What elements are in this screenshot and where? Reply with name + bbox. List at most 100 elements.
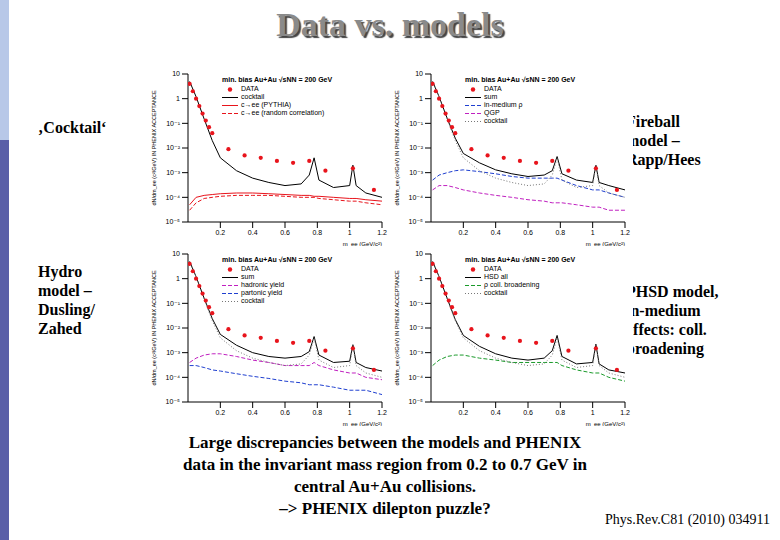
svg-text:dN/dm_ee (c²/GeV) IN PHENIX AC: dN/dm_ee (c²/GeV) IN PHENIX ACCEPTANCE: [394, 270, 400, 385]
html-text:Phys.Rev.C81 (2010) 034911: Phys.Rev.C81 (2010) 034911: [605, 512, 770, 527]
svg-text:10⁻³: 10⁻³: [166, 349, 180, 356]
html-text:effects: coll.: effects: coll.: [626, 321, 707, 338]
svg-text:1: 1: [176, 95, 180, 102]
svg-text:1: 1: [419, 95, 423, 102]
svg-text:1.2: 1.2: [377, 229, 387, 236]
html-text:DATA: DATA: [484, 265, 502, 272]
html-text:cocktail: cocktail: [241, 297, 265, 304]
svg-text:1: 1: [419, 275, 423, 282]
html-text:Data vs. models: Data vs. models: [276, 6, 504, 43]
html-text:PHSD model,: PHSD model,: [626, 283, 719, 300]
svg-text:0.4: 0.4: [491, 409, 501, 416]
svg-text:10⁻⁵: 10⁻⁵: [409, 218, 423, 225]
html-text:Zahed: Zahed: [38, 320, 82, 337]
svg-text:10⁻⁵: 10⁻⁵: [409, 398, 423, 405]
html-text:c→ee (PYTHIA): c→ee (PYTHIA): [241, 101, 292, 108]
svg-text:10⁻¹: 10⁻¹: [166, 300, 180, 307]
html-text:–> PHENIX dilepton puzzle?: –> PHENIX dilepton puzzle?: [279, 499, 491, 518]
html-text:broadening: broadening: [626, 340, 704, 357]
svg-text:m_ee (GeV/c²): m_ee (GeV/c²): [586, 241, 625, 246]
svg-text:0.6: 0.6: [523, 229, 533, 236]
svg-text:10⁻²: 10⁻²: [409, 324, 423, 331]
svg-text:10: 10: [172, 250, 180, 257]
svg-text:1.2: 1.2: [620, 409, 630, 416]
svg-text:1.2: 1.2: [620, 229, 630, 236]
svg-text:dN/dm_ee (c²/GeV) IN PHENIX AC: dN/dm_ee (c²/GeV) IN PHENIX ACCEPTANCE: [394, 90, 400, 205]
svg-text:1: 1: [591, 229, 595, 236]
svg-text:0.2: 0.2: [458, 229, 468, 236]
html-text:cocktail: cocktail: [241, 93, 265, 100]
svg-text:0.8: 0.8: [555, 409, 565, 416]
svg-text:10⁻²: 10⁻²: [409, 144, 423, 151]
html-text:cocktail: cocktail: [484, 117, 508, 124]
svg-text:1: 1: [348, 409, 352, 416]
svg-text:m_ee (GeV/c²): m_ee (GeV/c²): [343, 421, 382, 426]
svg-text:0.4: 0.4: [248, 409, 258, 416]
html-text:sum: sum: [241, 273, 255, 280]
svg-text:10⁻⁴: 10⁻⁴: [409, 374, 424, 381]
html-text:DATA: DATA: [484, 85, 502, 92]
svg-text:10⁻³: 10⁻³: [409, 349, 423, 356]
svg-text:10⁻²: 10⁻²: [166, 324, 180, 331]
svg-text:10: 10: [415, 70, 423, 77]
svg-text:0.2: 0.2: [215, 409, 225, 416]
html-text:QGP: QGP: [484, 109, 500, 116]
svg-text:10⁻³: 10⁻³: [409, 169, 423, 176]
html-text:Large discrepancies between th: Large discrepancies between the models a…: [188, 433, 582, 452]
svg-text:0.8: 0.8: [312, 409, 322, 416]
svg-text:10⁻⁵: 10⁻⁵: [166, 218, 180, 225]
svg-text:10⁻⁴: 10⁻⁴: [409, 194, 424, 201]
svg-text:0.4: 0.4: [248, 229, 258, 236]
svg-text:1.2: 1.2: [377, 409, 387, 416]
html-text:HSD all: HSD all: [484, 273, 508, 280]
svg-text:10⁻¹: 10⁻¹: [166, 120, 180, 127]
svg-text:0.6: 0.6: [280, 409, 290, 416]
svg-text:0.2: 0.2: [215, 229, 225, 236]
svg-text:0.8: 0.8: [555, 229, 565, 236]
html-text:data in the invariant mass reg: data in the invariant mass region from 0…: [183, 455, 587, 474]
html-text:min. bias Au+Au √sNN = 200 GeV: min. bias Au+Au √sNN = 200 GeV: [222, 256, 333, 263]
svg-text:0.8: 0.8: [312, 229, 322, 236]
html-text:ρ coll. broadening: ρ coll. broadening: [484, 281, 540, 288]
html-text:Hydro: Hydro: [38, 263, 83, 280]
svg-text:10: 10: [172, 70, 180, 77]
svg-text:10⁻⁴: 10⁻⁴: [166, 194, 181, 201]
html-text:central Au+Au collisions.: central Au+Au collisions.: [294, 477, 476, 496]
html-text:min. bias Au+Au √sNN = 200 GeV: min. bias Au+Au √sNN = 200 GeV: [465, 256, 576, 263]
html-text:model –: model –: [38, 282, 92, 299]
html-text:Fireball: Fireball: [626, 113, 680, 130]
svg-text:0.4: 0.4: [491, 229, 501, 236]
svg-text:1: 1: [176, 275, 180, 282]
html-text:partonic yield: partonic yield: [241, 289, 283, 296]
svg-text:1: 1: [591, 409, 595, 416]
svg-text:m_ee (GeV/c²): m_ee (GeV/c²): [343, 241, 382, 246]
html-text:in-medium: in-medium: [626, 302, 701, 319]
html-text:min. bias Au+Au √sNN = 200 GeV: min. bias Au+Au √sNN = 200 GeV: [465, 76, 576, 83]
html-text:DATA: DATA: [241, 85, 259, 92]
html-text:Dusling/: Dusling/: [38, 301, 95, 318]
html-text:cocktail: cocktail: [484, 289, 508, 296]
html-text:c→ee (random correlation): c→ee (random correlation): [241, 109, 325, 116]
html-text:Rapp/Hees: Rapp/Hees: [626, 151, 701, 168]
html-text:hadronic yield: hadronic yield: [241, 281, 285, 288]
svg-text:dN/dm_ee (c²/GeV) IN PHENIX AC: dN/dm_ee (c²/GeV) IN PHENIX ACCEPTANCE: [151, 270, 157, 385]
svg-text:1: 1: [348, 229, 352, 236]
svg-text:10⁻⁴: 10⁻⁴: [166, 374, 181, 381]
html-text:sum: sum: [484, 93, 498, 100]
html-text:min. bias Au+Au √sNN = 200 GeV: min. bias Au+Au √sNN = 200 GeV: [222, 76, 333, 83]
svg-text:0.6: 0.6: [280, 229, 290, 236]
svg-text:10⁻²: 10⁻²: [166, 144, 180, 151]
svg-text:10: 10: [415, 250, 423, 257]
html-text:DATA: DATA: [241, 265, 259, 272]
svg-text:0.2: 0.2: [458, 409, 468, 416]
html-text:model –: model –: [626, 132, 680, 149]
svg-text:0.6: 0.6: [523, 409, 533, 416]
svg-text:m_ee (GeV/c²): m_ee (GeV/c²): [586, 421, 625, 426]
svg-text:10⁻³: 10⁻³: [166, 169, 180, 176]
svg-text:10⁻¹: 10⁻¹: [409, 300, 423, 307]
html-text:in-medium ρ: in-medium ρ: [484, 101, 523, 108]
svg-text:dN/dm_ee (c²/GeV) IN PHENIX AC: dN/dm_ee (c²/GeV) IN PHENIX ACCEPTANCE: [151, 90, 157, 205]
svg-text:10⁻¹: 10⁻¹: [409, 120, 423, 127]
html-text:‚Cocktail‘: ‚Cocktail‘: [38, 119, 107, 136]
svg-text:10⁻⁵: 10⁻⁵: [166, 398, 180, 405]
